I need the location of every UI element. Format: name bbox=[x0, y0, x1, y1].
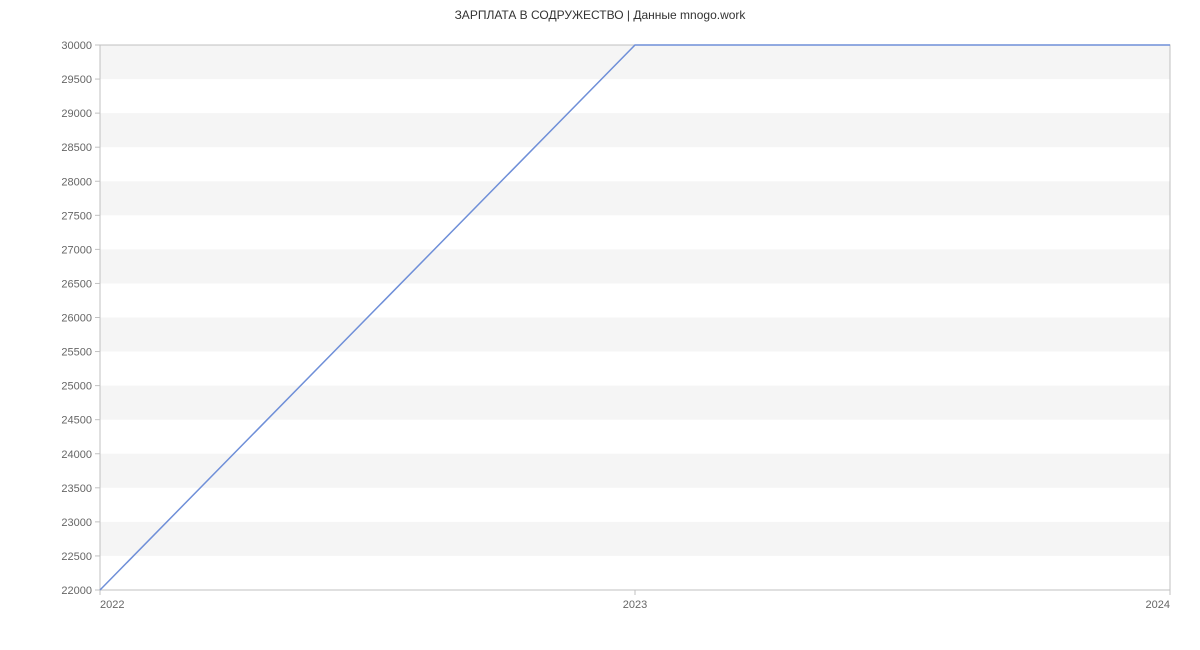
grid-band bbox=[100, 181, 1170, 215]
grid-band bbox=[100, 522, 1170, 556]
y-tick-label: 23000 bbox=[61, 517, 92, 529]
y-tick-label: 25000 bbox=[61, 381, 92, 393]
grid-band bbox=[100, 249, 1170, 283]
y-tick-label: 22000 bbox=[61, 585, 92, 597]
salary-line-chart: ЗАРПЛАТА В СОДРУЖЕСТВО | Данные mnogo.wo… bbox=[0, 0, 1200, 650]
grid-band bbox=[100, 386, 1170, 420]
chart-svg: 22000 22500 23000 23500 24000 24500 25000 25500… bbox=[0, 0, 1200, 650]
y-tick-label: 24500 bbox=[61, 415, 92, 427]
y-tick-label: 26500 bbox=[61, 278, 92, 290]
y-tick-label: 23500 bbox=[61, 483, 92, 495]
grid-band bbox=[100, 113, 1170, 147]
grid-band bbox=[100, 45, 1170, 79]
grid-band bbox=[100, 318, 1170, 352]
y-tick-label: 26000 bbox=[61, 313, 92, 325]
y-tick-label: 27500 bbox=[61, 210, 92, 222]
x-tick-label: 2024 bbox=[1146, 599, 1170, 611]
y-tick-label: 27000 bbox=[61, 244, 92, 256]
y-tick-label: 24000 bbox=[61, 449, 92, 461]
y-tick-label: 29000 bbox=[61, 108, 92, 120]
x-tick-label: 2023 bbox=[623, 599, 647, 611]
y-tick-label: 28500 bbox=[61, 142, 92, 154]
y-tick-label: 29500 bbox=[61, 74, 92, 86]
x-tick-label: 2022 bbox=[100, 599, 124, 611]
y-tick-label: 30000 bbox=[61, 40, 92, 52]
y-tick-label: 28000 bbox=[61, 176, 92, 188]
y-tick-label: 22500 bbox=[61, 551, 92, 563]
grid-band bbox=[100, 454, 1170, 488]
y-tick-label: 25500 bbox=[61, 347, 92, 359]
